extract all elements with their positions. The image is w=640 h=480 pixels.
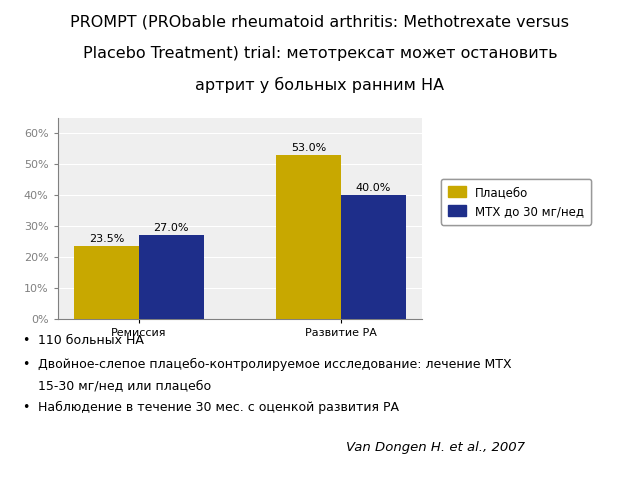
Text: •: • (22, 334, 30, 347)
Text: 40.0%: 40.0% (356, 183, 391, 193)
Text: 23.5%: 23.5% (89, 234, 124, 244)
Text: 27.0%: 27.0% (154, 223, 189, 233)
Bar (276, 155, 341, 319)
Text: Van Dongen H. et al., 2007: Van Dongen H. et al., 2007 (346, 441, 525, 454)
Bar (74, 246, 139, 319)
Text: Двойное-слепое плацебо-контролируемое исследование: лечение МТХ: Двойное-слепое плацебо-контролируемое ис… (38, 358, 512, 371)
Text: •: • (22, 401, 30, 414)
Text: 53.0%: 53.0% (291, 143, 326, 153)
Text: 110 больных НА: 110 больных НА (38, 334, 144, 347)
Text: артрит у больных ранним НА: артрит у больных ранним НА (195, 77, 445, 93)
Text: PROMPT (PRObable rheumatoid arthritis: Methotrexate versus: PROMPT (PRObable rheumatoid arthritis: M… (70, 14, 570, 29)
Text: •: • (22, 358, 30, 371)
Text: Placebo Treatment) trial: метотрексат может остановить: Placebo Treatment) trial: метотрексат мо… (83, 46, 557, 60)
Text: 15-30 мг/нед или плацебо: 15-30 мг/нед или плацебо (38, 379, 212, 392)
Bar (139, 236, 204, 319)
Bar (341, 195, 406, 319)
Legend: Плацебо, МТХ до 30 мг/нед: Плацебо, МТХ до 30 мг/нед (441, 179, 591, 225)
Text: Наблюдение в течение 30 мес. с оценкой развития РА: Наблюдение в течение 30 мес. с оценкой р… (38, 401, 399, 414)
